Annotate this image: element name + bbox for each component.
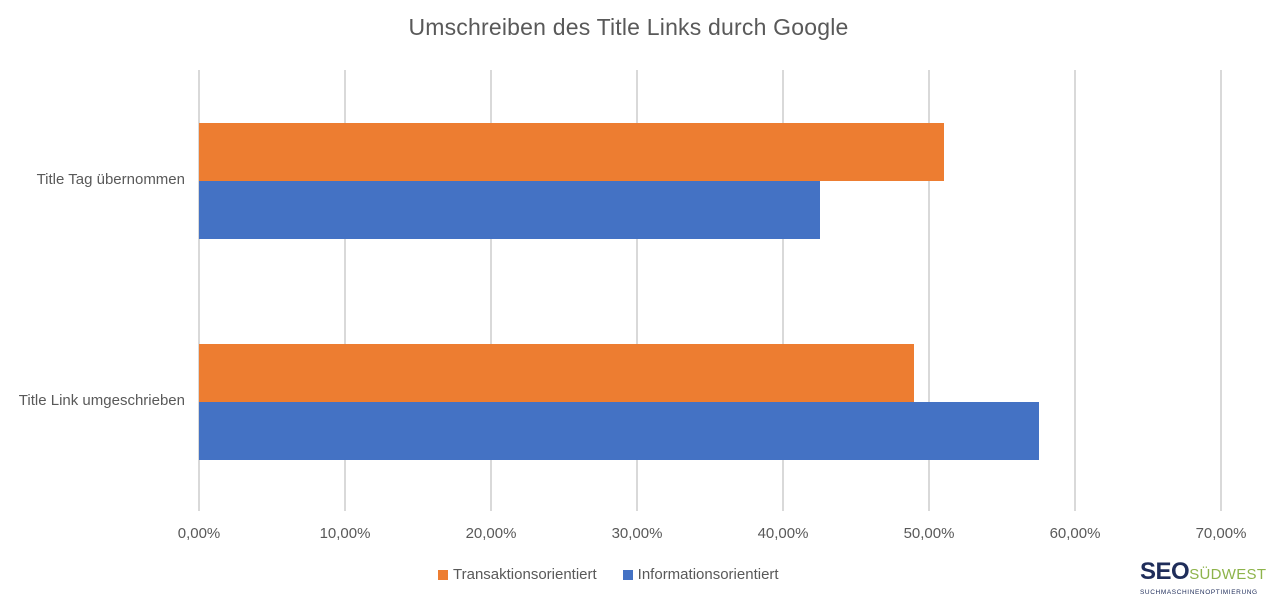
gridline — [636, 70, 638, 511]
x-tick-label: 20,00% — [465, 525, 517, 542]
chart-title: Umschreiben des Title Links durch Google — [408, 14, 849, 40]
plot-area — [198, 70, 1222, 511]
category-label-title-tag: Title Tag übernommen — [36, 171, 185, 188]
gridline — [928, 70, 930, 511]
legend-item-transaktionsorientiert: Transaktionsorientiert — [438, 566, 597, 583]
x-tick-label: 10,00% — [319, 525, 371, 542]
x-tick-label: 30,00% — [611, 525, 663, 542]
legend-swatch-orange — [438, 569, 448, 580]
gridline — [198, 70, 200, 511]
gridline — [1220, 70, 1222, 511]
x-tick-label: 0,00% — [177, 525, 221, 542]
legend: Transaktionsorientiert Informationsorien… — [438, 566, 805, 583]
x-tick-label: 60,00% — [1049, 525, 1101, 542]
gridline — [490, 70, 492, 511]
gridline — [1074, 70, 1076, 511]
bar-transaktionsorientiert-0 — [199, 123, 944, 181]
legend-label: Transaktionsorientiert — [453, 566, 597, 583]
category-label-title-link: Title Link umgeschrieben — [18, 392, 185, 409]
bar-transaktionsorientiert-1 — [199, 344, 915, 402]
bar-informationsorientiert-1 — [199, 402, 1039, 460]
x-tick-label: 70,00% — [1195, 525, 1247, 542]
gridline — [782, 70, 784, 511]
gridline — [344, 70, 346, 511]
seo-suedwest-logo: SEOSÜDWEST SUCHMASCHINENOPTIMIERUNG — [1140, 558, 1266, 597]
x-tick-label: 40,00% — [757, 525, 809, 542]
x-tick-label: 50,00% — [903, 525, 955, 542]
bar-informationsorientiert-0 — [199, 181, 820, 239]
logo-suedwest-text: SÜDWEST — [1189, 566, 1267, 583]
legend-item-informationsorientiert: Informationsorientiert — [622, 566, 779, 583]
logo-subtitle: SUCHMASCHINENOPTIMIERUNG — [1140, 589, 1258, 596]
legend-label: Informationsorientiert — [637, 566, 779, 583]
logo-seo-text: SEO — [1140, 558, 1190, 585]
legend-swatch-blue — [622, 569, 633, 580]
